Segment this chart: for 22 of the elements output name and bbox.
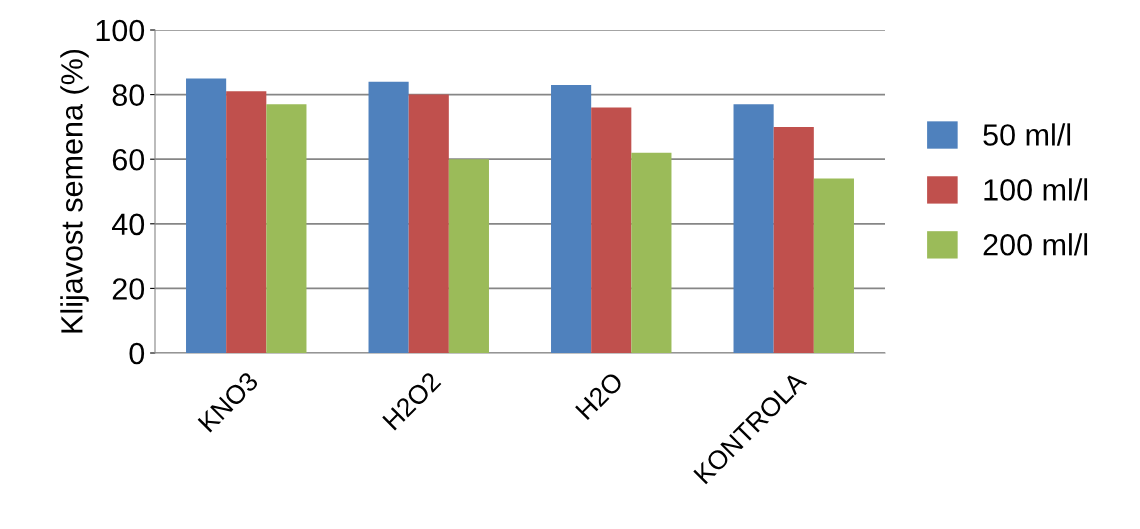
y-tick-label: 20: [112, 278, 145, 300]
bar: [266, 104, 307, 353]
legend-label: 100 ml/l: [984, 178, 1088, 201]
y-tick-label: 100: [96, 19, 145, 42]
y-tick-label: 0: [129, 342, 145, 365]
y-tick-label: 80: [112, 84, 145, 106]
bar: [368, 81, 409, 353]
bar: [186, 78, 227, 353]
legend-label: 200 ml/l: [983, 233, 1088, 256]
y-tick-label: 60: [112, 148, 145, 171]
y-axis-title: Klijavost semena (%): [60, 49, 89, 333]
bar: [551, 84, 592, 353]
bar: [226, 91, 267, 353]
bar: [733, 104, 774, 353]
bar: [773, 126, 814, 353]
bar: [448, 159, 489, 353]
y-tick-label: 40: [112, 213, 145, 236]
bar: [591, 107, 632, 353]
bar: [408, 94, 449, 353]
bar: [813, 178, 854, 353]
legend-label: 50 ml/l: [983, 123, 1071, 146]
bar: [631, 152, 672, 353]
